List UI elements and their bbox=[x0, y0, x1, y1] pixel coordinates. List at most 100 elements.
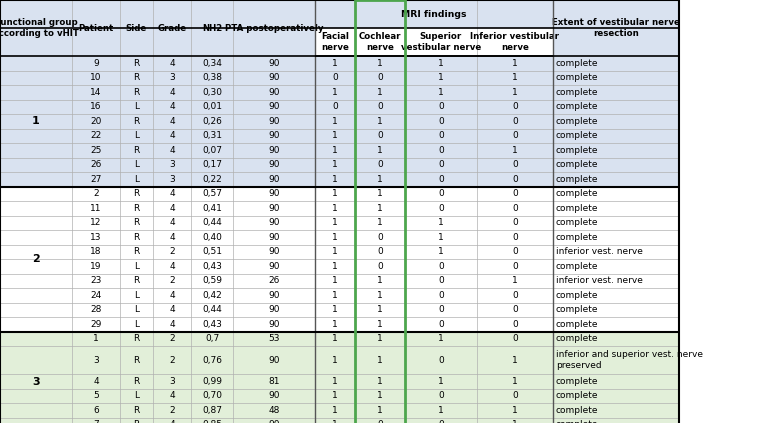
Bar bbox=[355, 302, 405, 317]
Text: R: R bbox=[134, 406, 140, 415]
Bar bbox=[191, 403, 233, 418]
Bar bbox=[315, 259, 355, 274]
Bar bbox=[153, 85, 191, 99]
Bar bbox=[233, 143, 315, 157]
Text: 0,99: 0,99 bbox=[202, 377, 222, 386]
Bar bbox=[191, 71, 233, 85]
Text: Extent of vestibular nerve
resection: Extent of vestibular nerve resection bbox=[552, 18, 680, 38]
Bar bbox=[191, 0, 233, 56]
Text: 0,42: 0,42 bbox=[202, 291, 222, 300]
Text: 1: 1 bbox=[438, 247, 444, 256]
Text: 1: 1 bbox=[332, 204, 338, 213]
Bar bbox=[120, 56, 153, 71]
Text: 1: 1 bbox=[438, 73, 444, 82]
Bar bbox=[355, 28, 405, 56]
Text: 1: 1 bbox=[332, 355, 338, 365]
Bar bbox=[315, 302, 355, 317]
Text: 2: 2 bbox=[93, 189, 99, 198]
Bar bbox=[153, 157, 191, 172]
Text: 4: 4 bbox=[93, 377, 99, 386]
Bar bbox=[315, 28, 355, 56]
Bar bbox=[191, 114, 233, 129]
Bar bbox=[553, 332, 679, 346]
Text: 0: 0 bbox=[438, 189, 444, 198]
Bar bbox=[553, 288, 679, 302]
Bar bbox=[405, 374, 477, 388]
Text: 1: 1 bbox=[332, 218, 338, 227]
Text: 2: 2 bbox=[169, 355, 175, 365]
Text: 0,7: 0,7 bbox=[205, 334, 219, 343]
Bar bbox=[405, 114, 477, 129]
Bar bbox=[191, 215, 233, 230]
Bar bbox=[120, 114, 153, 129]
Bar bbox=[477, 172, 553, 187]
Bar bbox=[405, 172, 477, 187]
Bar bbox=[355, 259, 405, 274]
Bar bbox=[233, 332, 315, 346]
Bar bbox=[553, 114, 679, 129]
Text: 0,31: 0,31 bbox=[202, 131, 222, 140]
Text: 1: 1 bbox=[332, 305, 338, 314]
Bar bbox=[153, 302, 191, 317]
Bar bbox=[233, 374, 315, 388]
Text: 0,41: 0,41 bbox=[202, 204, 222, 213]
Bar bbox=[315, 374, 355, 388]
Bar bbox=[355, 143, 405, 157]
Bar bbox=[477, 114, 553, 129]
Bar bbox=[153, 56, 191, 71]
Bar bbox=[553, 215, 679, 230]
Text: 1: 1 bbox=[332, 262, 338, 271]
Bar bbox=[153, 388, 191, 403]
Bar bbox=[233, 230, 315, 244]
Text: L: L bbox=[134, 175, 139, 184]
Text: 4: 4 bbox=[169, 117, 175, 126]
Text: NH2: NH2 bbox=[201, 24, 222, 33]
Bar bbox=[72, 346, 120, 374]
Text: 0: 0 bbox=[512, 160, 518, 169]
Bar bbox=[153, 0, 191, 56]
Bar bbox=[120, 274, 153, 288]
Text: R: R bbox=[134, 73, 140, 82]
Bar bbox=[355, 403, 405, 418]
Bar bbox=[553, 403, 679, 418]
Text: R: R bbox=[134, 276, 140, 285]
Text: 90: 90 bbox=[268, 117, 280, 126]
Bar bbox=[191, 374, 233, 388]
Text: Cochlear
nerve: Cochlear nerve bbox=[358, 32, 401, 52]
Bar bbox=[233, 274, 315, 288]
Text: 25: 25 bbox=[91, 146, 102, 155]
Text: 0: 0 bbox=[438, 102, 444, 111]
Bar bbox=[191, 274, 233, 288]
Text: R: R bbox=[134, 59, 140, 68]
Text: 0,01: 0,01 bbox=[202, 102, 222, 111]
Bar bbox=[553, 201, 679, 215]
Bar bbox=[315, 418, 355, 423]
Text: 4: 4 bbox=[169, 204, 175, 213]
Bar bbox=[553, 244, 679, 259]
Bar bbox=[355, 288, 405, 302]
Bar bbox=[405, 274, 477, 288]
Text: complete: complete bbox=[556, 218, 598, 227]
Bar bbox=[355, 187, 405, 201]
Text: R: R bbox=[134, 355, 140, 365]
Bar bbox=[405, 129, 477, 143]
Text: 1: 1 bbox=[377, 218, 383, 227]
Text: 0: 0 bbox=[438, 146, 444, 155]
Bar bbox=[405, 332, 477, 346]
Text: 1: 1 bbox=[377, 291, 383, 300]
Bar bbox=[72, 56, 120, 71]
Text: complete: complete bbox=[556, 305, 598, 314]
Text: Superior
vestibular nerve: Superior vestibular nerve bbox=[401, 32, 481, 52]
Text: inferior vest. nerve: inferior vest. nerve bbox=[556, 276, 643, 285]
Text: complete: complete bbox=[556, 175, 598, 184]
Text: L: L bbox=[134, 320, 139, 329]
Text: 1: 1 bbox=[377, 334, 383, 343]
Bar bbox=[120, 346, 153, 374]
Text: 1: 1 bbox=[332, 189, 338, 198]
Bar bbox=[553, 172, 679, 187]
Bar bbox=[120, 317, 153, 332]
Bar bbox=[477, 129, 553, 143]
Text: 0: 0 bbox=[438, 291, 444, 300]
Text: 53: 53 bbox=[268, 334, 280, 343]
Text: complete: complete bbox=[556, 233, 598, 242]
